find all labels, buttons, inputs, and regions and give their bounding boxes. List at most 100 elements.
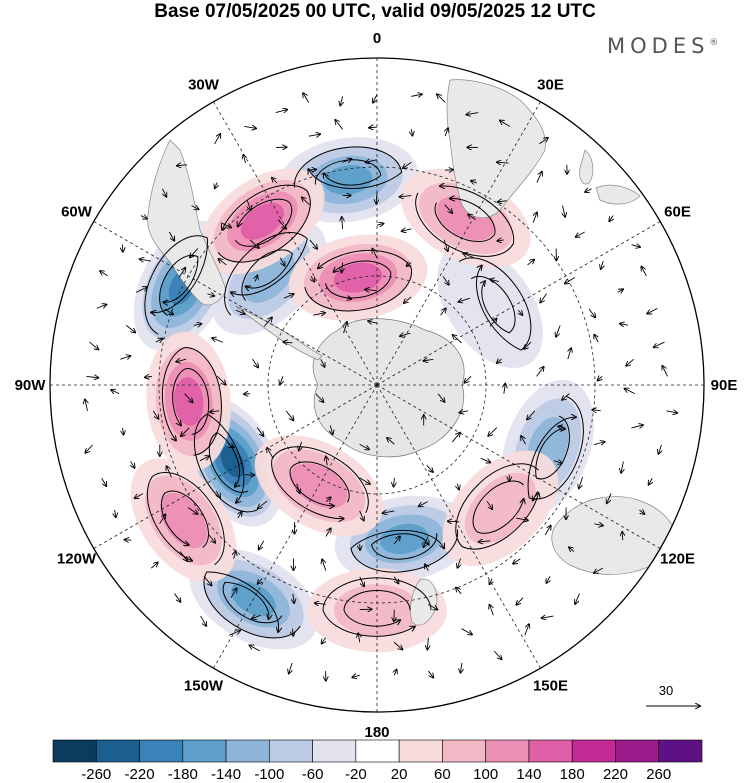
- wind-vector: [387, 438, 395, 445]
- colorbar-swatch: [52, 739, 97, 763]
- wind-vector: [326, 497, 330, 501]
- wind-vector: [626, 358, 634, 366]
- wind-vector: [111, 390, 120, 394]
- wind-vector: [598, 376, 603, 380]
- streamline: [535, 415, 570, 480]
- wind-vector: [252, 615, 261, 618]
- colorbar-tick-label: -100: [254, 766, 284, 783]
- wind-vector: [625, 389, 636, 395]
- wind-vector: [155, 339, 163, 343]
- wind-vector: [594, 335, 598, 343]
- wind-vector: [200, 615, 207, 626]
- meridian-line: [376, 384, 661, 549]
- anomaly-neg-8: [437, 243, 543, 369]
- streamline: [470, 276, 516, 334]
- wind-vector: [437, 393, 444, 402]
- wind-vector: [460, 662, 461, 673]
- wind-vector: [536, 172, 542, 183]
- anomaly-neg-8-level-1: [437, 243, 543, 369]
- wind-vector: [258, 500, 268, 508]
- streamline: [144, 235, 208, 335]
- wind-vector: [457, 483, 459, 490]
- wind-vector: [497, 240, 504, 241]
- wind-vector: [275, 110, 287, 113]
- wind-vector: [230, 588, 237, 598]
- longitude-label: 150E: [533, 678, 568, 695]
- madagascar: [579, 149, 594, 185]
- longitude-labels: 0 30E 60E 90E 120E 150E 180 150W 120W 90W 60W 30W: [15, 30, 738, 741]
- wind-vector: [309, 239, 317, 249]
- wind-vector: [280, 376, 283, 384]
- wind-vector: [85, 399, 88, 411]
- longitude-label: 120E: [660, 551, 695, 568]
- wind-vector: [527, 260, 535, 266]
- wind-vector: [135, 493, 144, 499]
- wind-vector: [243, 155, 245, 164]
- wind-vector: [594, 442, 604, 445]
- wind-vector: [217, 376, 225, 384]
- wind-vector: [187, 507, 198, 514]
- antarctic-peninsula: [235, 305, 323, 361]
- wind-vector: [259, 540, 265, 550]
- colorbar-swatch: [95, 739, 140, 763]
- wind-vector: [579, 477, 583, 488]
- wind-vector: [588, 308, 595, 318]
- wind-vector: [100, 271, 108, 277]
- wind-vector: [592, 410, 601, 411]
- wind-vector: [620, 324, 629, 326]
- wind-vector: [359, 510, 364, 521]
- wind-vector: [335, 120, 343, 130]
- wind-vector: [150, 563, 158, 569]
- wind-vector: [609, 215, 613, 222]
- wind-vector: [267, 448, 274, 459]
- streamline: [234, 198, 293, 247]
- wind-vector: [299, 441, 302, 451]
- brand-name: MODES: [607, 34, 710, 58]
- longitude-label: 120W: [57, 551, 97, 568]
- wind-vector: [249, 239, 259, 248]
- wind-vector: [546, 576, 550, 583]
- wind-vector: [480, 457, 490, 462]
- wind-vector: [493, 650, 501, 659]
- wind-vector: [315, 393, 324, 402]
- wind-vector: [212, 338, 224, 343]
- wind-vector: [649, 477, 653, 485]
- wind-vector: [440, 308, 446, 316]
- wind-vector: [457, 558, 460, 567]
- wind-vector: [631, 425, 643, 428]
- wind-vector: [536, 367, 544, 377]
- wind-vector: [321, 359, 325, 367]
- wind-vector: [518, 309, 522, 315]
- wind-vector: [214, 134, 221, 145]
- wind-vector: [504, 384, 505, 394]
- streamline: [241, 249, 293, 301]
- streamline: [527, 395, 584, 500]
- wind-vector: [373, 94, 378, 102]
- wind-vector: [218, 259, 227, 266]
- wind-vector: [479, 541, 491, 542]
- colorbar-tick-label: 140: [516, 766, 541, 783]
- colorbar-swatch: [225, 739, 270, 763]
- wind-vector: [352, 675, 360, 677]
- longitude-label: 30E: [537, 76, 564, 93]
- wind-vector: [443, 239, 448, 251]
- wind-vector: [621, 461, 623, 472]
- streamline: [172, 368, 210, 435]
- wind-vector: [532, 212, 537, 223]
- wind-vector: [647, 307, 658, 313]
- wind-vector: [216, 490, 220, 498]
- wind-vector: [576, 231, 585, 237]
- wind-vector: [641, 267, 647, 276]
- colorbar-swatch: [398, 739, 443, 763]
- wind-vector: [279, 257, 284, 266]
- wind-vector: [376, 192, 377, 203]
- colorbar-tick-label: 100: [473, 766, 498, 783]
- streamlines: [144, 146, 584, 639]
- wind-vector: [444, 170, 453, 171]
- wind-vector: [607, 493, 612, 504]
- colorbar-tick-label: -220: [125, 766, 155, 783]
- wind-vector: [539, 138, 548, 145]
- wind-vector: [344, 322, 347, 334]
- streamline: [222, 581, 283, 624]
- wind-vector: [283, 294, 294, 299]
